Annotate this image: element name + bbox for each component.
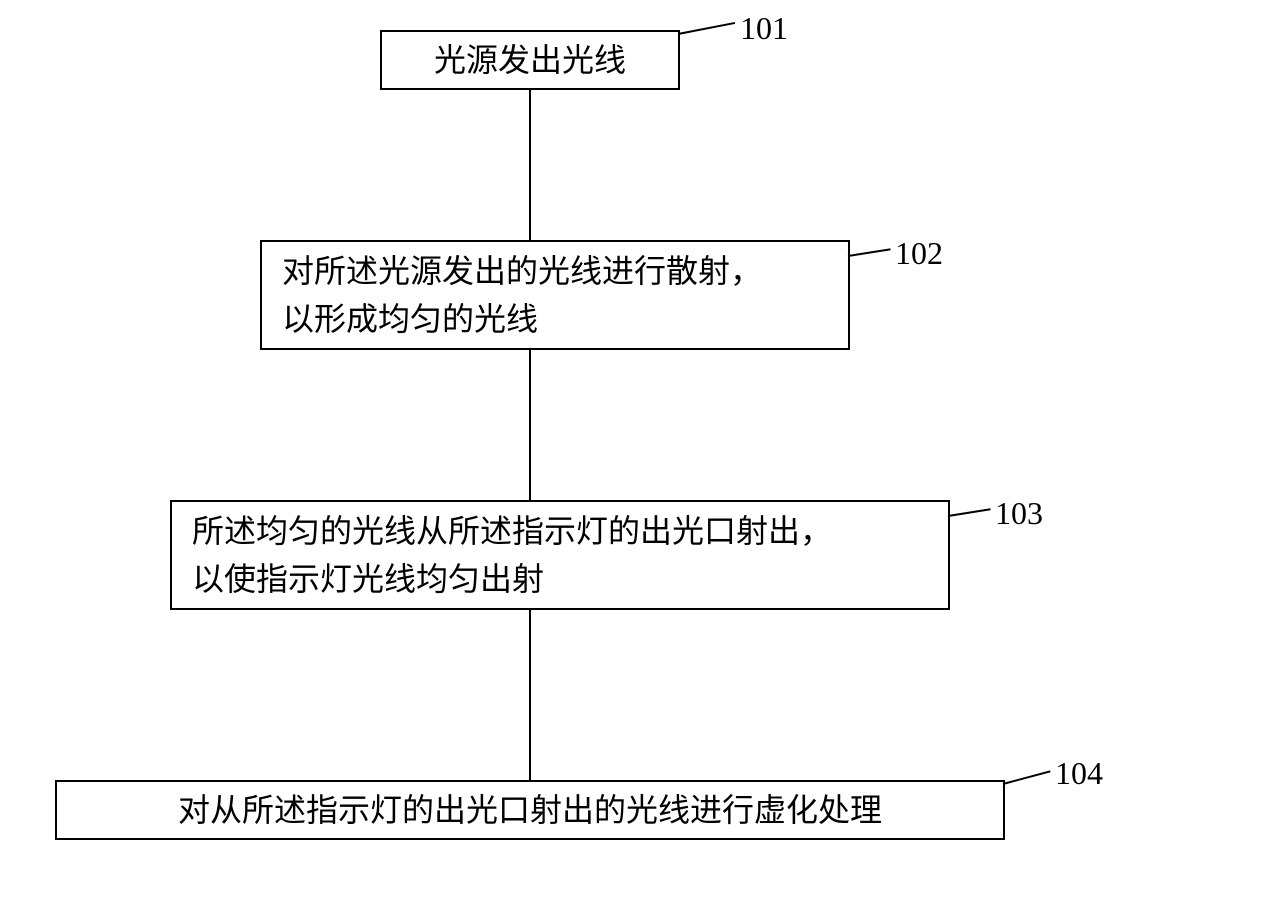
flowchart-node-1: 光源发出光线 <box>380 30 680 90</box>
label-101-text: 101 <box>740 10 788 46</box>
connector-2-3 <box>529 350 531 500</box>
label-104-text: 104 <box>1055 755 1103 791</box>
callout-3 <box>948 508 991 517</box>
label-103-text: 103 <box>995 495 1043 531</box>
connector-3-4 <box>529 610 531 780</box>
label-102-text: 102 <box>895 235 943 271</box>
node-1-text: 光源发出光线 <box>434 36 626 84</box>
node-3-label: 103 <box>995 495 1043 532</box>
callout-1 <box>678 22 735 35</box>
flowchart-node-4: 对从所述指示灯的出光口射出的光线进行虚化处理 <box>55 780 1005 840</box>
flowchart-container: 光源发出光线 101 对所述光源发出的光线进行散射， 以形成均匀的光线 102 … <box>0 0 1285 903</box>
flowchart-node-2: 对所述光源发出的光线进行散射， 以形成均匀的光线 <box>260 240 850 350</box>
connector-1-2 <box>529 90 531 240</box>
node-3-text: 所述均匀的光线从所述指示灯的出光口射出， 以使指示灯光线均匀出射 <box>192 507 832 603</box>
node-4-text: 对从所述指示灯的出光口射出的光线进行虚化处理 <box>178 786 882 834</box>
flowchart-node-3: 所述均匀的光线从所述指示灯的出光口射出， 以使指示灯光线均匀出射 <box>170 500 950 610</box>
node-2-text: 对所述光源发出的光线进行散射， 以形成均匀的光线 <box>282 247 762 343</box>
callout-2 <box>848 248 891 257</box>
node-2-label: 102 <box>895 235 943 272</box>
node-1-label: 101 <box>740 10 788 47</box>
callout-4 <box>1003 770 1051 785</box>
node-4-label: 104 <box>1055 755 1103 792</box>
